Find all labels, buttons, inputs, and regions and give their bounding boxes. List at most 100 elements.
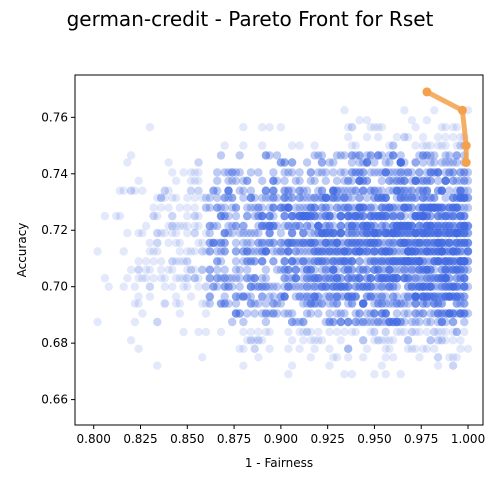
data-point (325, 282, 334, 291)
data-point (411, 211, 420, 221)
data-point (171, 299, 181, 308)
data-point (437, 247, 446, 256)
data-point (418, 211, 428, 221)
data-point (295, 211, 304, 221)
data-point (392, 221, 402, 231)
data-point (407, 247, 417, 256)
data-point (407, 292, 417, 301)
data-point (407, 203, 417, 212)
data-point (418, 299, 428, 308)
data-point (362, 228, 372, 238)
data-point (407, 327, 417, 337)
data-point (332, 247, 342, 256)
data-point (381, 228, 390, 238)
data-point (445, 247, 454, 256)
data-point (400, 203, 409, 212)
data-point (426, 292, 435, 301)
data-point (452, 193, 461, 202)
data-point (426, 168, 435, 177)
data-point (422, 292, 432, 301)
data-point (392, 176, 402, 185)
data-point (325, 211, 334, 221)
data-point (456, 309, 465, 318)
data-point (407, 238, 417, 248)
data-point (381, 309, 390, 318)
data-point (396, 228, 405, 238)
data-point (265, 238, 274, 248)
data-point (362, 292, 372, 301)
data-point (246, 282, 256, 291)
data-point (261, 282, 271, 291)
data-point (381, 274, 390, 283)
data-point (329, 317, 338, 327)
data-point (325, 158, 334, 167)
data-point (175, 247, 184, 256)
data-point (437, 247, 446, 256)
data-point (366, 211, 375, 221)
data-point (389, 176, 398, 185)
data-point (258, 336, 267, 345)
data-point (445, 309, 454, 318)
data-point (265, 203, 274, 212)
data-point (239, 257, 248, 266)
data-point (366, 238, 375, 248)
data-point (366, 257, 375, 266)
data-point (437, 257, 446, 266)
data-point (448, 176, 458, 185)
data-point (243, 274, 252, 283)
data-point (314, 257, 323, 266)
data-point (456, 211, 465, 221)
data-point (359, 168, 368, 177)
data-point (456, 211, 465, 221)
data-point (426, 282, 435, 291)
data-point (100, 274, 110, 283)
data-point (400, 274, 409, 283)
data-point (347, 265, 357, 274)
data-point (329, 257, 338, 266)
data-point (344, 238, 353, 248)
data-point (400, 238, 409, 248)
data-point (437, 309, 446, 318)
data-point (347, 151, 357, 160)
data-point (403, 274, 413, 283)
data-point (456, 247, 465, 256)
data-point (329, 257, 338, 266)
data-point (112, 211, 121, 221)
data-point (280, 211, 289, 221)
data-point (347, 327, 357, 337)
data-point (377, 274, 387, 283)
data-point (415, 203, 424, 212)
data-point (374, 193, 383, 202)
data-point (359, 265, 368, 274)
data-point (332, 274, 342, 283)
data-point (411, 309, 420, 318)
data-point (115, 211, 125, 221)
data-point (403, 238, 413, 248)
data-point (448, 327, 458, 337)
data-point (400, 257, 409, 266)
data-point (374, 238, 383, 248)
data-point (205, 247, 214, 256)
data-point (448, 211, 458, 221)
data-point (441, 327, 450, 337)
data-point (332, 257, 342, 266)
data-point (359, 353, 368, 362)
data-point (272, 247, 282, 256)
data-point (287, 309, 297, 318)
data-point (302, 327, 312, 337)
data-point (205, 274, 214, 283)
data-point (422, 203, 432, 212)
data-point (332, 151, 342, 160)
data-point (198, 265, 207, 274)
data-point (325, 238, 334, 248)
data-point (389, 228, 398, 238)
data-point (426, 221, 435, 231)
data-point (433, 221, 443, 231)
data-point (426, 317, 435, 327)
data-point (389, 317, 398, 327)
data-point (299, 203, 308, 212)
data-point (254, 228, 263, 238)
data-point (377, 211, 387, 221)
data-point (186, 265, 196, 274)
